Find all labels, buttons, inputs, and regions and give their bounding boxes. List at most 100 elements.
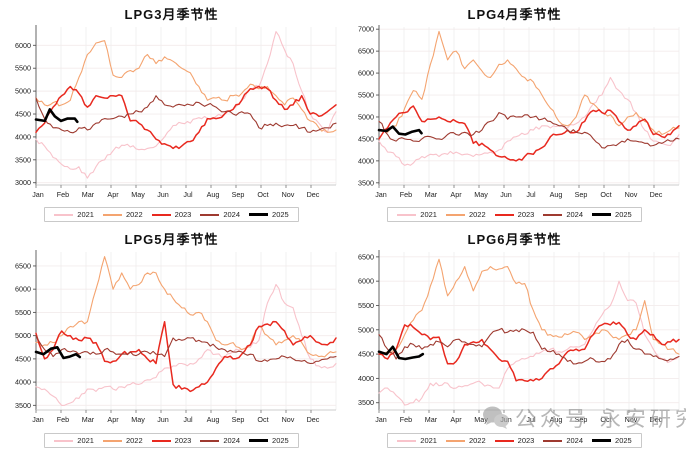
legend-line-sample (54, 213, 74, 216)
x-tick-label: Jun (500, 190, 512, 199)
x-tick-label: May (131, 190, 145, 199)
legend-line-sample (151, 213, 171, 216)
legend-entry-2024: 2024 (543, 436, 583, 445)
legend-box: 2021 2022 2023 2024 2025 (387, 433, 642, 448)
x-tick-label: Dec (650, 415, 663, 424)
y-tick-label: 3500 (358, 398, 374, 407)
legend-label: 2025 (272, 210, 289, 219)
x-tick-label: Apr (450, 415, 462, 424)
y-tick-label: 3500 (15, 155, 31, 164)
legend-entry-2025: 2025 (592, 210, 632, 219)
plot-area: 3500 4000 4500 5000 5500 6000 6500 Jan Feb Mar Apr… (358, 250, 680, 424)
x-tick-label: Sep (232, 415, 245, 424)
legend-label: 2025 (615, 436, 632, 445)
y-tick-label: 3500 (358, 178, 374, 187)
legend-label: 2022 (125, 210, 143, 219)
x-tick-label: Sep (232, 190, 245, 199)
x-tick-label: Dec (307, 190, 320, 199)
legend-line-sample (494, 213, 514, 216)
legend-entry-2025: 2025 (592, 436, 632, 445)
legend-label: 2021 (77, 210, 94, 219)
series-line-2023 (378, 105, 680, 162)
x-tick-label: Feb (57, 190, 69, 199)
x-tick-label: Apr (450, 190, 462, 199)
legend-label: 2023 (174, 436, 192, 445)
y-tick-label: 4500 (358, 350, 374, 359)
legend-label: 2022 (468, 210, 486, 219)
legend-line-sample (445, 213, 465, 216)
x-tick-label: Jun (157, 190, 169, 199)
chart-title: LPG5月季节性 (124, 232, 219, 247)
x-tick-label: Oct (257, 190, 268, 199)
x-tick-label: Jul (526, 415, 536, 424)
legend-label: 2025 (615, 210, 632, 219)
series-line-2022 (378, 30, 680, 136)
x-tick-label: Oct (600, 415, 611, 424)
plot-area: 3000 3500 4000 4500 5000 5500 6000 Jan Feb Mar Apr… (15, 25, 337, 199)
legend-label: 2023 (517, 210, 535, 219)
legend-entry-2025: 2025 (249, 436, 289, 445)
series-line-2021 (378, 76, 680, 166)
x-tick-label: Mar (82, 415, 95, 424)
legend-entry-2022: 2022 (445, 436, 486, 445)
legend-label: 2025 (272, 436, 289, 445)
legend-entry-2022: 2022 (445, 210, 486, 219)
series-line-2023 (378, 321, 680, 383)
legend-box: 2021 2022 2023 2024 2025 (387, 207, 642, 222)
series-line-2025 (377, 125, 423, 136)
x-tick-label: Mar (425, 190, 438, 199)
legend: 2021 2022 2023 2024 2025 (343, 429, 686, 448)
legend-line-sample (200, 213, 220, 216)
legend-entry-2024: 2024 (200, 436, 240, 445)
y-tick-label: 6500 (15, 261, 31, 270)
y-tick-label: 5000 (15, 87, 31, 96)
legend-line-sample (249, 439, 269, 442)
legend-line-sample (249, 213, 269, 216)
x-tick-label: Sep (575, 415, 588, 424)
y-tick-label: 6500 (358, 252, 374, 261)
x-tick-label: Aug (550, 190, 563, 199)
legend-line-sample (102, 439, 122, 442)
plot-area: 3500 4000 4500 5000 5500 6000 6500 7000 Jan Feb Ma… (358, 25, 680, 199)
y-tick-label: 4000 (15, 378, 31, 387)
x-tick-label: Feb (400, 190, 412, 199)
series-line-2024 (378, 327, 680, 365)
x-tick-label: May (131, 415, 145, 424)
series-line-2024 (35, 335, 337, 365)
series-line-2023 (35, 320, 337, 393)
legend-label: 2021 (77, 436, 94, 445)
x-tick-label: Jun (500, 415, 512, 424)
legend-entry-2024: 2024 (200, 210, 240, 219)
x-tick-label: Jul (183, 190, 193, 199)
y-tick-label: 6500 (358, 47, 374, 56)
legend-label: 2024 (223, 210, 241, 219)
y-tick-label: 4500 (15, 354, 31, 363)
legend-entry-2025: 2025 (249, 210, 289, 219)
chart-cell-4: LPG6月季节性 3500 4000 4500 5000 5500 6000 6500 Jan F… (343, 225, 686, 451)
legend-line-sample (494, 439, 514, 442)
y-tick-label: 6000 (358, 277, 374, 286)
legend-label: 2022 (468, 436, 486, 445)
x-tick-label: Jan (375, 190, 387, 199)
x-tick-label: Jan (32, 415, 44, 424)
legend-box: 2021 2022 2023 2024 2025 (44, 433, 299, 448)
y-tick-label: 5000 (358, 325, 374, 334)
y-tick-label: 4000 (358, 156, 374, 165)
chart-title: LPG4月季节性 (467, 7, 562, 22)
legend-entry-2021: 2021 (397, 210, 437, 219)
legend-line-sample (54, 439, 74, 442)
y-tick-label: 3500 (15, 401, 31, 410)
legend-line-sample (543, 213, 563, 216)
x-tick-label: May (474, 190, 488, 199)
series-line-2022 (35, 40, 337, 133)
x-tick-label: Jun (157, 415, 169, 424)
chart-title: LPG3月季节性 (124, 7, 219, 22)
x-tick-label: Feb (57, 415, 69, 424)
x-tick-label: Mar (82, 190, 95, 199)
y-tick-label: 6000 (15, 285, 31, 294)
y-tick-label: 5000 (358, 112, 374, 121)
x-tick-label: Aug (550, 415, 563, 424)
series-line-2024 (35, 95, 337, 134)
legend-label: 2023 (174, 210, 192, 219)
